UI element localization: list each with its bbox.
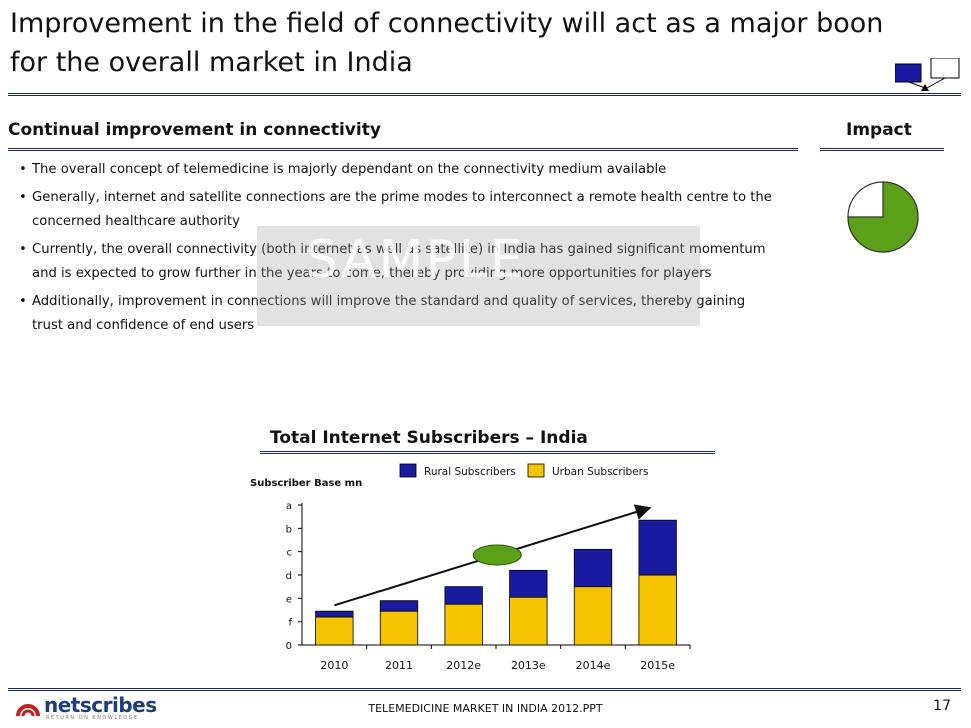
section-divider	[8, 148, 798, 151]
bullet-item: Additionally, improvement in connections…	[16, 290, 776, 338]
bullet-item: Currently, the overall connectivity (bot…	[16, 238, 776, 286]
bullet-item: Generally, internet and satellite connec…	[16, 186, 776, 234]
bar-rural-subscribers	[315, 610, 354, 618]
bar-urban-subscribers	[573, 586, 613, 646]
impact-pie	[847, 181, 919, 253]
title-divider	[8, 93, 961, 96]
legend-swatch	[527, 463, 545, 478]
y-tick-label: a	[286, 501, 292, 512]
bar-urban-subscribers	[379, 610, 419, 646]
chart-bars	[315, 519, 677, 646]
bar-urban-subscribers	[509, 596, 548, 646]
bar-urban-subscribers	[444, 603, 483, 646]
x-tick-label: 2010	[320, 659, 348, 672]
netscribes-logo-icon	[16, 704, 40, 717]
x-tick-labels: 2010 2011 2012e 2013e 2014e 2015e	[320, 659, 675, 672]
netscribes-logo: netscribes	[44, 693, 157, 717]
footer-document-name: TELEMEDICINE MARKET IN INDIA 2012.PPT	[368, 702, 603, 715]
logo-tagline: RETURN ON KNOWLEDGE	[46, 715, 139, 721]
chart-title-divider	[260, 451, 715, 454]
bar-rural-subscribers	[638, 519, 677, 576]
sample-watermark-box	[257, 226, 700, 326]
y-tick-label: f	[288, 618, 292, 629]
x-tick-label: 2011	[385, 659, 413, 672]
y-tick-label: d	[286, 571, 292, 582]
y-tick-labels: 0 f e d c b a	[286, 501, 293, 652]
bar-rural-subscribers	[573, 548, 613, 588]
legend-label: Rural Subscribers	[424, 466, 516, 478]
y-tick-label: c	[287, 548, 293, 559]
bar-rural-subscribers	[444, 586, 483, 605]
trend-oval-marker	[472, 544, 522, 566]
sample-watermark: SAMPLE	[305, 230, 525, 290]
presentation-screen-icon	[895, 58, 960, 91]
y-axis-label: Subscriber Base mn	[250, 478, 362, 489]
x-tick-label: 2013e	[511, 659, 546, 672]
slide-title: Improvement in the field of connectivity…	[10, 8, 884, 78]
bar-rural-subscribers	[509, 569, 548, 598]
y-tick-label: 0	[286, 641, 292, 652]
bullet-list: The overall concept of telemedicine is m…	[16, 158, 776, 342]
chart-axes	[298, 503, 691, 649]
x-tick-label: 2014e	[576, 659, 611, 672]
bullet-item: The overall concept of telemedicine is m…	[16, 158, 776, 182]
subscriber-bar-chart: Subscriber Base mn Rural Subscribers Urba…	[250, 463, 691, 672]
bar-urban-subscribers	[638, 574, 677, 646]
chart-legend: Rural Subscribers Urban Subscribers	[399, 463, 648, 478]
chart-title: Total Internet Subscribers – India	[270, 428, 588, 448]
impact-divider	[820, 148, 944, 151]
y-tick-label: e	[286, 594, 292, 605]
x-tick-label: 2012e	[446, 659, 481, 672]
page-number: 17	[933, 698, 951, 714]
legend-label: Urban Subscribers	[552, 466, 648, 478]
section-heading: Continual improvement in connectivity	[8, 120, 381, 140]
y-tick-label: b	[286, 524, 292, 535]
impact-heading: Impact	[846, 120, 912, 140]
bar-rural-subscribers	[379, 600, 419, 612]
trend-annotation	[334, 504, 652, 607]
bar-urban-subscribers	[315, 616, 354, 646]
x-tick-label: 2015e	[640, 659, 675, 672]
impact-pie-slice	[847, 181, 919, 253]
footer-divider	[8, 688, 961, 691]
legend-swatch	[399, 463, 417, 478]
